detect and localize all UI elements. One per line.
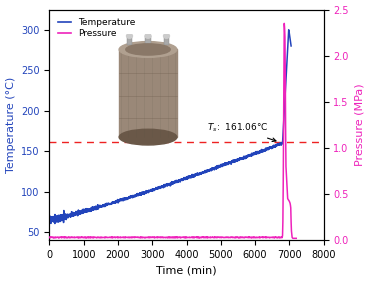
Y-axis label: Pressure (MPa): Pressure (MPa) (354, 83, 364, 166)
Bar (145, 36, 151, 45)
Ellipse shape (145, 34, 151, 38)
Ellipse shape (164, 34, 169, 38)
Ellipse shape (119, 42, 177, 57)
Bar (127, 36, 132, 45)
Bar (164, 36, 169, 45)
Ellipse shape (126, 44, 170, 55)
X-axis label: Time (min): Time (min) (156, 266, 217, 275)
Y-axis label: Temperature (°C): Temperature (°C) (6, 77, 16, 173)
Text: $T_{s}$:  161.06°C: $T_{s}$: 161.06°C (207, 122, 276, 142)
Ellipse shape (119, 129, 177, 145)
Legend: Temperature, Pressure: Temperature, Pressure (54, 14, 139, 42)
Ellipse shape (127, 34, 132, 38)
Bar (119, 49, 177, 137)
